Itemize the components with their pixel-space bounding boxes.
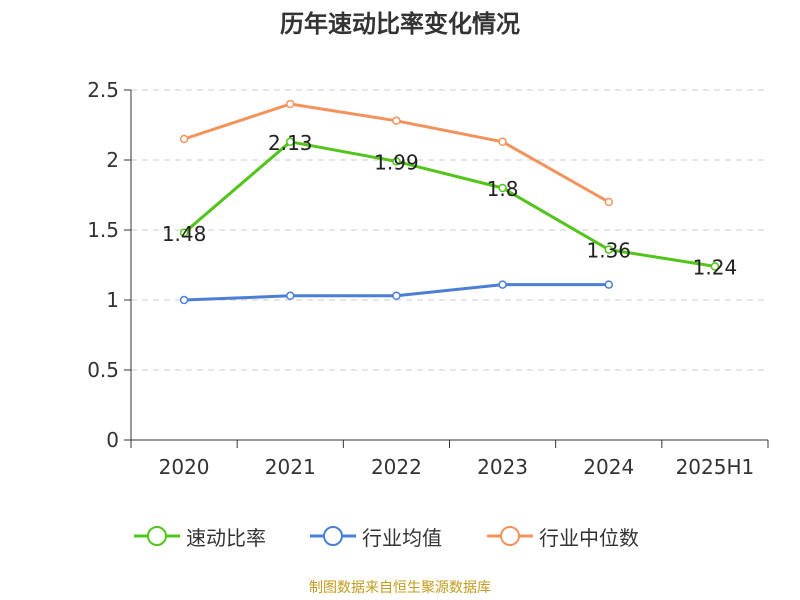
series-point-1 <box>179 295 189 305</box>
legend-item[interactable]: 行业均值 <box>310 518 442 554</box>
y-tick-label: 0.5 <box>87 358 119 382</box>
data-label: 1.99 <box>374 150 419 174</box>
source-note: 制图数据来自恒生聚源数据库 <box>309 580 491 596</box>
series-point-2 <box>286 99 295 109</box>
chart-title: 历年速动比率变化情况 <box>280 10 520 38</box>
series-point-1 <box>392 291 401 301</box>
y-tick-label: 2 <box>106 148 119 172</box>
legend-swatch <box>310 526 356 546</box>
legend-swatch <box>134 526 180 546</box>
series-point-2 <box>392 116 401 126</box>
legend-label: 速动比率 <box>186 525 266 550</box>
x-tick-label: 2020 <box>159 455 210 479</box>
data-label: 1.48 <box>162 222 207 246</box>
series-point-1 <box>498 280 507 289</box>
x-tick-label: 2022 <box>371 455 422 479</box>
series-point-0 <box>392 157 401 166</box>
data-labels: 1.48 2.13 1.99 1.8 1.36 1.24 <box>162 131 737 280</box>
legend-swatch <box>487 526 533 546</box>
series-point-2 <box>498 137 507 147</box>
data-label: 1.8 <box>487 177 519 201</box>
x-tick-label: 2024 <box>583 455 634 479</box>
legend-label: 行业均值 <box>362 525 442 550</box>
series-line-0 <box>183 140 716 268</box>
legend-label: 行业中位数 <box>539 525 639 550</box>
series-point-0 <box>286 137 295 147</box>
y-tick-label: 1.5 <box>87 218 119 242</box>
series-point-1 <box>286 291 295 301</box>
y-tick-label: 1 <box>106 288 119 312</box>
series-point-1 <box>604 280 613 289</box>
y-tick-label: 0 <box>106 428 119 452</box>
legend-item[interactable]: 速动比率 <box>134 518 266 554</box>
x-tick-label: 2025H1 <box>676 455 755 479</box>
data-label: 1.36 <box>586 239 631 263</box>
data-label: 2.13 <box>268 131 313 155</box>
series <box>179 99 720 305</box>
data-label: 1.24 <box>693 255 738 279</box>
y-tick-label: 2.5 <box>87 78 119 102</box>
series-point-0 <box>604 245 613 254</box>
x-tick-label: 2023 <box>477 455 528 479</box>
axes: 0 0.5 1 1.5 2 2.5 2020 2021 2022 2023 2024 2025H1 <box>87 78 769 479</box>
series-point-0 <box>179 228 189 238</box>
series-point-0 <box>498 183 507 193</box>
series-point-0 <box>710 262 720 271</box>
series-point-2 <box>179 134 189 144</box>
gridlines <box>131 89 768 371</box>
x-tick-label: 2021 <box>265 455 316 479</box>
series-point-2 <box>604 197 613 207</box>
legend: 速动比率 行业均值 行业中位数 <box>0 518 800 554</box>
legend-item[interactable]: 行业中位数 <box>487 518 639 554</box>
